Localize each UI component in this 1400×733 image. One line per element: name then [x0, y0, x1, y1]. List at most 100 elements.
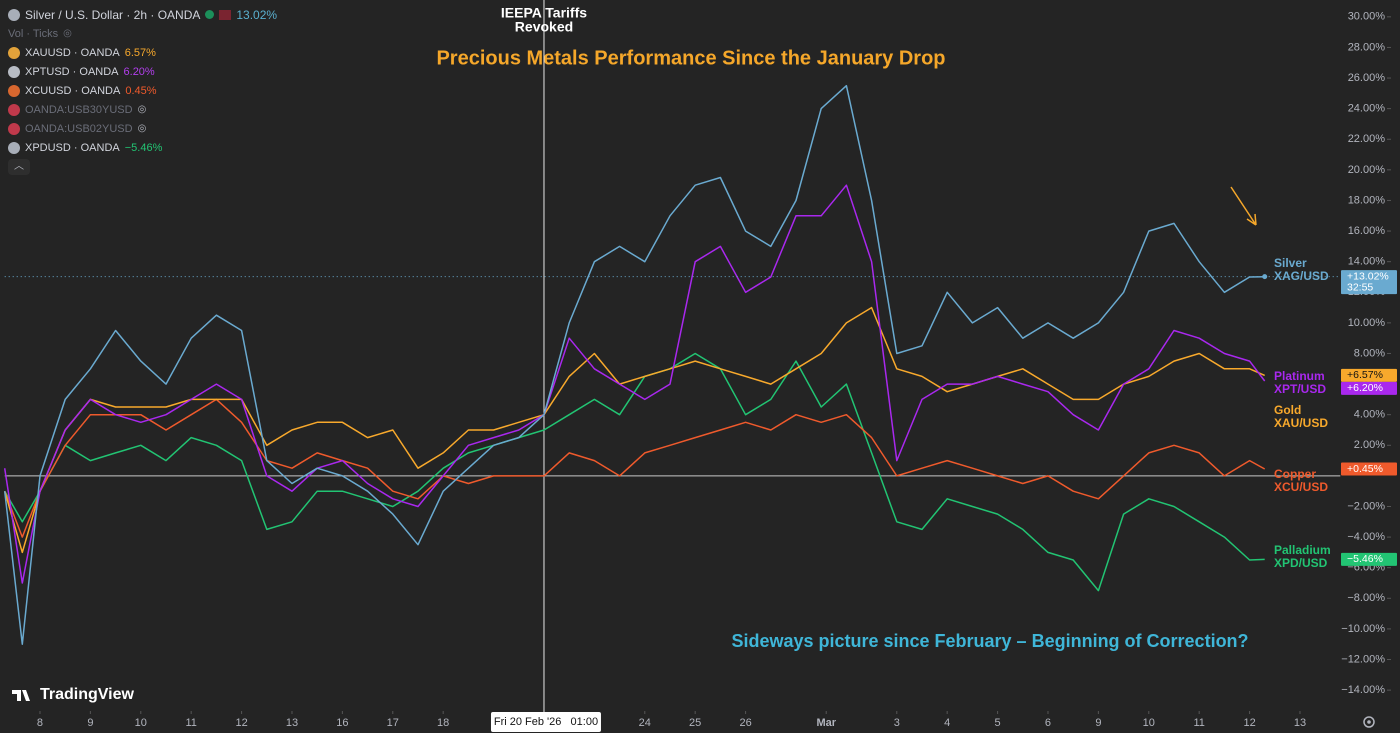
symbol-icon	[8, 103, 20, 116]
legend-change: 13.02%	[236, 7, 278, 22]
y-tick-label: 20.00%	[1348, 164, 1386, 176]
y-tick-label: 14.00%	[1348, 256, 1386, 268]
legend-main: Silver / U.S. Dollar · 2h · OANDA 13.02%	[8, 5, 277, 24]
legend-symbol: XPTUSD · OANDA	[25, 65, 119, 78]
legend-symbol: Silver / U.S. Dollar · 2h · OANDA	[25, 7, 201, 22]
eye-icon[interactable]: ◎	[137, 104, 147, 115]
series-line	[3, 84, 1265, 645]
x-tick-label: 9	[87, 717, 93, 729]
series-symbol: XAG/USD	[1274, 269, 1329, 283]
x-tick-label: 16	[336, 717, 348, 729]
y-tick-label: −8.00%	[1347, 592, 1385, 604]
x-tick-label: 9	[1095, 717, 1101, 729]
last-value-box	[1341, 381, 1397, 395]
symbol-icon	[8, 46, 20, 59]
y-tick-label: −12.00%	[1341, 653, 1385, 665]
legend-item: OANDA:USB30YUSD ◎	[8, 100, 277, 119]
legend-symbol: XPDUSD · OANDA	[25, 141, 120, 154]
x-tick-label: 13	[1294, 717, 1306, 729]
eye-icon[interactable]: ◎	[63, 28, 72, 39]
last-value-box	[1341, 552, 1397, 566]
last-value-box	[1341, 368, 1397, 382]
y-tick-label: −4.00%	[1347, 531, 1385, 543]
x-tick-label: 11	[1193, 717, 1204, 729]
y-tick-label: 4.00%	[1354, 409, 1385, 421]
y-tick-label: 28.00%	[1348, 41, 1386, 53]
legend-item: OANDA:USB02YUSD ◎	[8, 119, 277, 138]
y-tick-label: 2.00%	[1354, 439, 1385, 451]
legend-symbol: XCUUSD · OANDA	[25, 84, 121, 97]
arrow	[1230, 186, 1257, 226]
y-tick-label: −10.00%	[1341, 623, 1385, 635]
series-line	[3, 398, 1266, 538]
series-name: Palladium	[1274, 543, 1331, 557]
status-flag	[219, 9, 232, 20]
x-tick-label: 12	[235, 717, 247, 729]
last-value-label: +6.57%	[1347, 369, 1383, 381]
chart-subtitle: Sideways picture since February – Beginn…	[731, 631, 1248, 651]
y-tick-label: −14.00%	[1341, 684, 1385, 696]
eye-icon[interactable]: ◎	[137, 123, 147, 134]
brand: TradingView	[40, 686, 135, 703]
symbol-icon	[8, 8, 20, 21]
legend-item: XCUUSD · OANDA 0.45%	[8, 81, 277, 100]
series-symbol: XCU/USD	[1274, 480, 1328, 494]
series-line	[3, 184, 1266, 584]
x-tick-label: 3	[894, 717, 900, 729]
countdown: 32:55	[1347, 281, 1373, 293]
series-symbol: XPD/USD	[1274, 556, 1328, 570]
symbol-icon	[8, 84, 20, 97]
x-tick-label: 18	[437, 717, 449, 729]
last-value-box	[1341, 462, 1397, 476]
x-tick-label: 10	[1143, 717, 1155, 729]
brand-logo: TradingView	[12, 686, 135, 703]
y-tick-label: 30.00%	[1348, 11, 1386, 23]
y-tick-label: 26.00%	[1348, 72, 1386, 84]
legend-symbol: OANDA:USB30YUSD	[25, 103, 133, 116]
last-value-label: −5.46%	[1347, 553, 1383, 565]
y-tick-label: 22.00%	[1348, 133, 1386, 145]
crosshair-label-box	[490, 712, 601, 732]
legend-symbol: OANDA:USB02YUSD	[25, 122, 133, 135]
last-value-box	[1341, 270, 1397, 295]
series-line	[3, 306, 1266, 554]
last-value-label: +6.20%	[1347, 382, 1383, 394]
series-symbol: XPT/USD	[1274, 382, 1326, 396]
y-tick-label: 16.00%	[1348, 225, 1386, 237]
chart-title: Precious Metals Performance Since the Ja…	[436, 47, 945, 69]
legend: Silver / U.S. Dollar · 2h · OANDA 13.02%…	[8, 5, 277, 175]
x-tick-label: 11	[185, 717, 196, 729]
legend-item: XPDUSD · OANDA −5.46%	[8, 138, 277, 157]
crosshair-label: Fri 20 Feb '26 01:00	[494, 716, 598, 728]
legend-change: −5.46%	[124, 141, 163, 154]
legend-change: 6.20%	[123, 65, 155, 78]
series-name: Silver	[1274, 256, 1307, 270]
last-value-label: +0.45%	[1347, 463, 1383, 475]
series-line	[4, 352, 1265, 592]
symbol-icon	[8, 122, 20, 135]
y-tick-label: 10.00%	[1348, 317, 1386, 329]
x-tick-label: 5	[995, 717, 1001, 729]
series-symbol: XAU/USD	[1274, 416, 1328, 430]
legend-volume: Vol · Ticks ◎	[8, 24, 277, 43]
x-tick-label: 10	[135, 717, 147, 729]
x-tick-label: 4	[944, 717, 950, 729]
x-tick-label: 25	[689, 717, 701, 729]
last-value-label: +13.02%	[1347, 270, 1389, 282]
last-point	[1262, 274, 1268, 280]
y-tick-label: 18.00%	[1348, 194, 1386, 206]
collapse-button[interactable]: ︿	[8, 159, 30, 175]
settings-icon[interactable]	[1363, 716, 1375, 728]
y-tick-label: 8.00%	[1354, 347, 1385, 359]
volume-label: Vol · Ticks	[8, 27, 59, 40]
x-tick-label: 12	[1243, 717, 1255, 729]
x-tick-label: 17	[387, 717, 399, 729]
series-name: Copper	[1274, 467, 1316, 481]
x-tick-label: 6	[1045, 717, 1051, 729]
legend-change: 6.57%	[124, 46, 156, 59]
legend-symbol: XAUUSD · OANDA	[25, 46, 120, 59]
series-name: Gold	[1274, 403, 1301, 417]
symbol-icon	[8, 141, 20, 154]
